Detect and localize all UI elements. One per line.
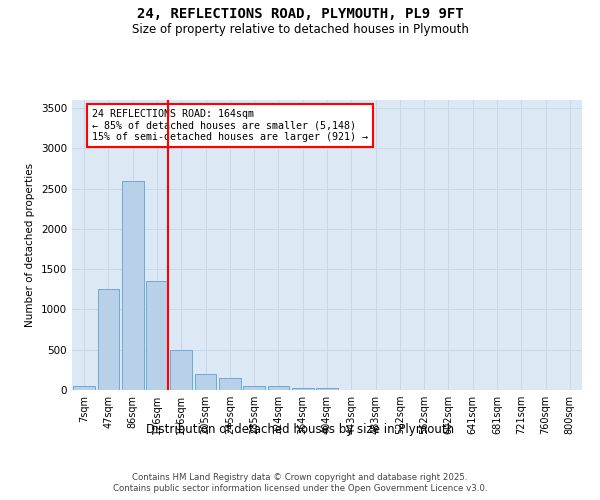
Bar [194, 374, 217, 390]
Bar [219, 378, 241, 390]
Y-axis label: Number of detached properties: Number of detached properties [25, 163, 35, 327]
Text: 24, REFLECTIONS ROAD, PLYMOUTH, PL9 9FT: 24, REFLECTIONS ROAD, PLYMOUTH, PL9 9FT [137, 8, 463, 22]
Text: Contains HM Land Registry data © Crown copyright and database right 2025.: Contains HM Land Registry data © Crown c… [132, 472, 468, 482]
Bar [292, 388, 314, 390]
Bar [243, 386, 265, 390]
Bar [73, 386, 95, 390]
Text: Distribution of detached houses by size in Plymouth: Distribution of detached houses by size … [146, 422, 454, 436]
Bar [316, 388, 338, 390]
Bar [268, 386, 289, 390]
Bar [146, 281, 168, 390]
Text: Contains public sector information licensed under the Open Government Licence v3: Contains public sector information licen… [113, 484, 487, 493]
Text: Size of property relative to detached houses in Plymouth: Size of property relative to detached ho… [131, 22, 469, 36]
Text: 24 REFLECTIONS ROAD: 164sqm
← 85% of detached houses are smaller (5,148)
15% of : 24 REFLECTIONS ROAD: 164sqm ← 85% of det… [92, 108, 368, 142]
Bar [97, 290, 119, 390]
Bar [170, 350, 192, 390]
Bar [122, 180, 143, 390]
